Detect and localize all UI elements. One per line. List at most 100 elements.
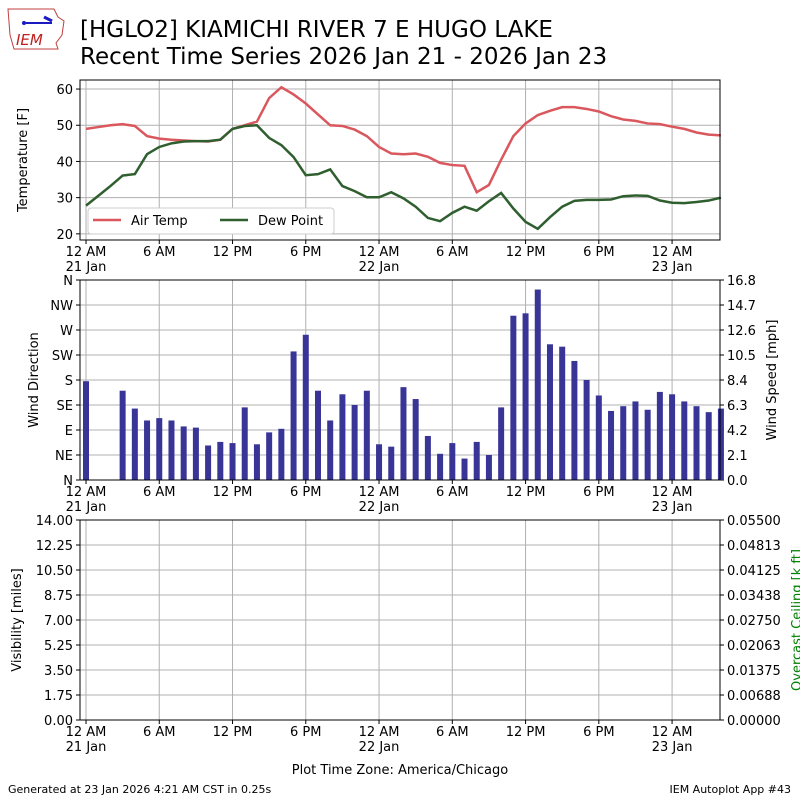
y2-tick-label: 0.04125 xyxy=(727,564,781,579)
x-tick-date-label: 21 Jan xyxy=(66,260,107,275)
y2-tick-label: 0.00688 xyxy=(727,689,781,704)
wind-speed-bar xyxy=(498,407,505,480)
x-tick-label: 12 PM xyxy=(506,245,546,260)
y-tick-label: 8.75 xyxy=(44,589,73,604)
wind-speed-bar xyxy=(131,408,138,480)
wind-speed-bar xyxy=(363,390,370,480)
wind-speed-bar xyxy=(400,387,407,480)
x-tick-label: 12 PM xyxy=(213,245,253,260)
y2-tick-label: 10.5 xyxy=(727,349,756,364)
wind-speed-bar xyxy=(485,455,492,480)
y2-tick-label: 14.7 xyxy=(727,299,756,314)
x-tick-date-label: 22 Jan xyxy=(359,500,400,515)
axes-frame xyxy=(79,519,721,721)
wind-speed-bar xyxy=(327,420,334,480)
y2-axis-label: Wind Speed [mph] xyxy=(765,320,780,441)
dew-point-line xyxy=(85,123,722,231)
y-tick-label: SW xyxy=(52,349,73,364)
x-tick-label: 12 PM xyxy=(506,485,546,500)
x-tick-label: 6 AM xyxy=(143,245,176,260)
wind-speed-bar xyxy=(217,441,224,480)
y2-tick-label: 8.4 xyxy=(727,374,748,389)
y-tick-label: 12.25 xyxy=(36,539,73,554)
wind-speed-bar xyxy=(388,446,395,480)
y2-tick-label: 0.0 xyxy=(727,474,748,489)
wind-speed-bar xyxy=(229,443,236,480)
y-tick-label: 5.25 xyxy=(44,639,73,654)
axes-frame xyxy=(79,79,721,241)
y-axis-label: Visibility [miles] xyxy=(10,568,25,671)
wind-speed-bar xyxy=(693,406,700,480)
wind-speed-bar xyxy=(608,410,615,480)
x-tick-date-label: 23 Jan xyxy=(652,500,693,515)
wind-speed-bar xyxy=(473,441,480,480)
x-tick-label: 12 AM xyxy=(652,485,693,500)
legend-dew-label: Dew Point xyxy=(258,214,323,229)
y-tick-label: N xyxy=(63,474,73,489)
wind-speed-bar xyxy=(571,360,578,480)
y2-tick-label: 0.02063 xyxy=(727,639,781,654)
x-tick-date-label: 22 Jan xyxy=(359,260,400,275)
svg-text:IEM: IEM xyxy=(16,31,43,49)
y-tick-label: 1.75 xyxy=(44,689,73,704)
x-tick-label: 6 AM xyxy=(436,245,469,260)
x-tick-label: 12 AM xyxy=(359,245,400,260)
y-tick-label: 0.00 xyxy=(44,714,73,729)
y2-tick-label: 0.05500 xyxy=(727,514,781,529)
y-tick-label: 10.50 xyxy=(36,564,73,579)
y-tick-label: S xyxy=(65,374,73,389)
x-axis-label: Plot Time Zone: America/Chicago xyxy=(291,763,509,778)
y2-tick-label: 4.2 xyxy=(727,424,748,439)
x-tick-date-label: 21 Jan xyxy=(66,500,107,515)
wind-speed-bar xyxy=(266,432,273,480)
wind-speed-bar xyxy=(717,408,724,480)
wind-speed-bar xyxy=(205,445,212,480)
x-tick-label: 6 AM xyxy=(436,485,469,500)
x-tick-label: 12 AM xyxy=(652,245,693,260)
y-tick-label: SE xyxy=(57,399,73,414)
x-tick-label: 12 AM xyxy=(66,485,107,500)
x-tick-date-label: 23 Jan xyxy=(652,740,693,755)
wind-speed-bar xyxy=(168,420,175,480)
wind-speed-bar xyxy=(83,381,89,480)
legend-air-label: Air Temp xyxy=(131,214,188,229)
y2-tick-label: 0.04813 xyxy=(727,539,781,554)
x-tick-label: 6 PM xyxy=(583,725,614,740)
wind-speed-bar xyxy=(510,315,517,480)
wind-speed-bar xyxy=(583,380,590,480)
x-tick-label: 12 AM xyxy=(652,725,693,740)
y2-tick-label: 0.00000 xyxy=(727,714,781,729)
x-tick-date-label: 21 Jan xyxy=(66,740,107,755)
wind-speed-bar xyxy=(253,444,260,480)
legend xyxy=(87,207,335,235)
wind-speed-bar xyxy=(119,390,126,480)
y-tick-label: NE xyxy=(55,449,73,464)
wind-speed-bar xyxy=(656,391,663,480)
x-tick-date-label: 22 Jan xyxy=(359,740,400,755)
y-tick-label: 3.50 xyxy=(44,664,73,679)
wind-speed-bar xyxy=(412,399,419,480)
y2-tick-label: 12.6 xyxy=(727,324,756,339)
y-tick-label: 50 xyxy=(56,119,73,134)
y-tick-label: 20 xyxy=(56,228,73,243)
x-tick-label: 6 PM xyxy=(583,245,614,260)
wind-speed-bar xyxy=(681,401,688,480)
x-tick-label: 12 AM xyxy=(359,485,400,500)
wind-speed-bar xyxy=(278,428,285,480)
y2-tick-label: 2.1 xyxy=(727,449,748,464)
x-tick-label: 6 AM xyxy=(143,725,176,740)
wind-speed-bar xyxy=(192,427,199,480)
wind-speed-bar xyxy=(144,420,151,480)
wind-speed-bar xyxy=(437,453,444,480)
wind-speed-bar xyxy=(669,394,676,480)
generated-note: Generated at 23 Jan 2026 4:21 AM CST in … xyxy=(8,783,272,796)
x-tick-date-label: 23 Jan xyxy=(652,260,693,275)
wind-speed-bar xyxy=(314,390,321,480)
y-tick-label: W xyxy=(60,324,73,339)
y-tick-label: E xyxy=(65,424,73,439)
wind-speed-bar xyxy=(302,334,309,480)
wind-speed-bar xyxy=(156,418,163,480)
x-tick-label: 12 AM xyxy=(66,725,107,740)
wind-speed-bar xyxy=(449,443,456,480)
wind-speed-bar xyxy=(620,406,627,480)
